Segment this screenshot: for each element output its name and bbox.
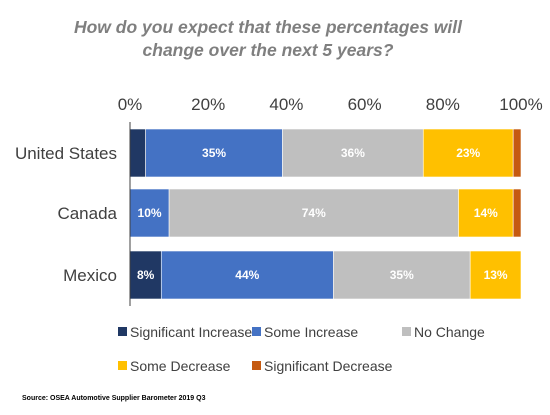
bar-canada-some-increase [129,188,170,238]
data-label-canada-no-change: 74% [302,206,326,220]
bar-canada-significant-decrease [512,188,522,238]
data-label-canada-some-increase: 10% [138,206,162,220]
legend: Significant Increase Some Increase No Chan… [118,324,485,374]
category-label-united-states: United States [15,144,117,163]
legend-swatch-no-change [402,327,411,336]
x-tick-label: 80% [426,95,460,114]
bar-mexico-significant-increase [129,250,162,300]
data-label-mexico-some-increase: 44% [235,268,259,282]
x-tick-label: 60% [348,95,382,114]
data-label-mexico-some-decrease: 13% [484,268,508,282]
bar-united-states-no-change [282,128,424,178]
bar-mexico-some-increase [160,250,334,300]
x-tick-label: 20% [191,95,225,114]
legend-label-some-decrease: Some Decrease [130,358,231,374]
category-label-canada: Canada [57,204,117,223]
x-tick-label: 0% [118,95,143,114]
legend-swatch-significant-increase [118,327,127,336]
chart-title-line-1: How do you expect that these percentages… [74,17,463,37]
bar-united-states-some-decrease [422,128,514,178]
x-tick-label: 40% [269,95,303,114]
x-axis-ticks: 0% 20% 40% 60% 80% 100% [118,95,543,114]
data-label-united-states-some-increase: 35% [202,146,226,160]
legend-swatch-some-decrease [118,361,127,370]
bar-canada-some-decrease [458,188,514,238]
category-axis: United States Canada Mexico [15,144,118,285]
legend-label-significant-decrease: Significant Decrease [264,358,393,374]
legend-swatch-significant-decrease [252,361,261,370]
legend-label-some-increase: Some Increase [264,324,358,340]
bar-mexico-no-change [333,250,471,300]
bar-united-states-significant-decrease [512,128,522,178]
category-label-mexico: Mexico [63,266,117,285]
bar-united-states-significant-increase [129,128,146,178]
x-tick-label: 100% [499,95,542,114]
bar-mexico-some-decrease [469,250,522,300]
bars: 35% 36% 23% 10% 74% 14% 8% 44% 35% 13% [129,128,522,300]
data-label-united-states-no-change: 36% [341,146,365,160]
bar-canada-no-change [168,188,459,238]
data-label-mexico-no-change: 35% [390,268,414,282]
data-label-mexico-significant-increase: 8% [137,268,155,282]
legend-label-significant-increase: Significant Increase [130,324,252,340]
legend-swatch-some-increase [252,327,261,336]
data-label-united-states-some-decrease: 23% [456,146,480,160]
bar-united-states-some-increase [145,128,283,178]
data-label-canada-some-decrease: 14% [474,206,498,220]
source-note: Source: OSEA Automotive Supplier Baromet… [22,395,206,402]
legend-label-no-change: No Change [414,324,485,340]
chart-title-line-2: change over the next 5 years? [143,40,394,60]
